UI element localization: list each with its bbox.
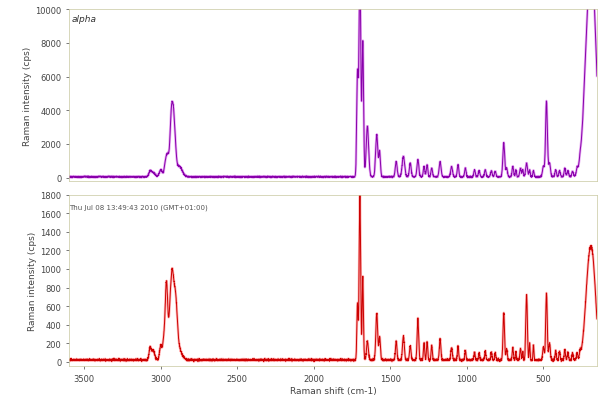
Text: Thu Jul 08 13:49:43 2010 (GMT+01:00): Thu Jul 08 13:49:43 2010 (GMT+01:00) (69, 204, 208, 210)
X-axis label: Raman shift (cm-1): Raman shift (cm-1) (290, 386, 376, 395)
Y-axis label: Raman intensity (cps): Raman intensity (cps) (23, 46, 32, 145)
Text: alpha: alpha (71, 15, 97, 24)
Y-axis label: Raman intensity (cps): Raman intensity (cps) (28, 231, 37, 330)
